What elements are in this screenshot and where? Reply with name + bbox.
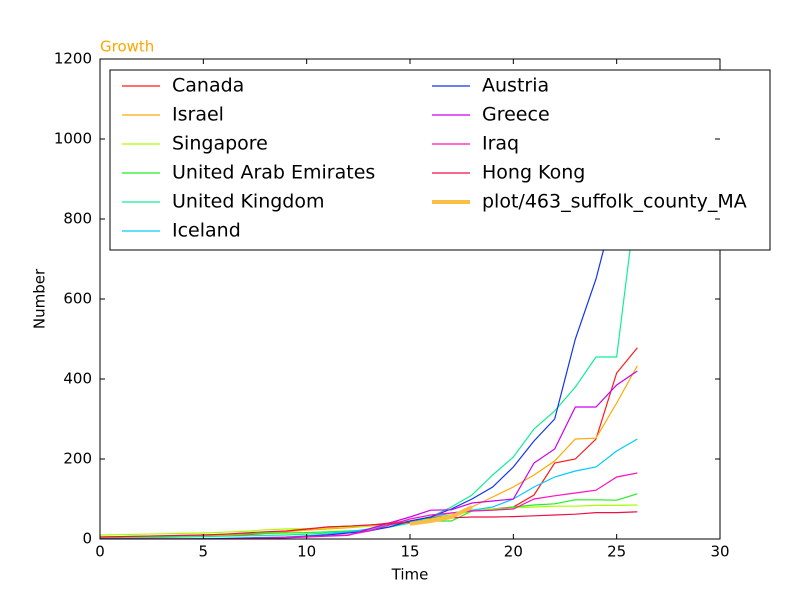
series-line: [409, 505, 473, 526]
y-tick-label: 1000: [54, 130, 92, 148]
legend-label: Hong Kong: [482, 162, 585, 184]
y-axis-label: Number: [31, 268, 49, 329]
x-tick-label: 30: [710, 543, 729, 561]
series-line: [100, 472, 638, 539]
series-line: [100, 511, 638, 538]
legend-label: Iraq: [482, 133, 519, 155]
series-line: [100, 190, 638, 539]
legend-label: Austria: [482, 75, 549, 97]
series-line: [100, 370, 638, 539]
legend-label: Israel: [172, 104, 224, 126]
x-tick-label: 20: [504, 543, 523, 561]
legend-box: [109, 69, 771, 251]
chart-title: Growth: [100, 38, 154, 56]
series-line: [100, 365, 638, 539]
y-tick-label: 1200: [54, 50, 92, 68]
x-tick-label: 10: [297, 543, 316, 561]
legend-label: Singapore: [172, 133, 268, 155]
legend-label: Canada: [172, 75, 244, 97]
legend-label: United Arab Emirates: [172, 162, 375, 184]
series-line: [100, 438, 638, 539]
legend-label: United Kingdom: [172, 191, 325, 213]
x-tick-label: 15: [400, 543, 419, 561]
y-tick-label: 800: [63, 210, 92, 228]
y-tick-label: 200: [63, 450, 92, 468]
legend-label: Greece: [482, 104, 550, 126]
legend-label: Iceland: [172, 220, 241, 242]
legend: Canada Israel Singapore United Arab Emirate…: [109, 69, 771, 251]
y-tick-label: 0: [82, 530, 92, 548]
x-tick-label: 0: [95, 543, 105, 561]
y-tick-label: 600: [63, 290, 92, 308]
series-line: [100, 347, 638, 539]
x-axis-label: Time: [391, 566, 429, 584]
legend-label: plot/463_suffolk_county_MA: [482, 191, 747, 213]
y-tick-label: 400: [63, 370, 92, 388]
x-tick-label: 5: [199, 543, 209, 561]
x-tick-label: 25: [607, 543, 626, 561]
series-line: [100, 504, 638, 536]
